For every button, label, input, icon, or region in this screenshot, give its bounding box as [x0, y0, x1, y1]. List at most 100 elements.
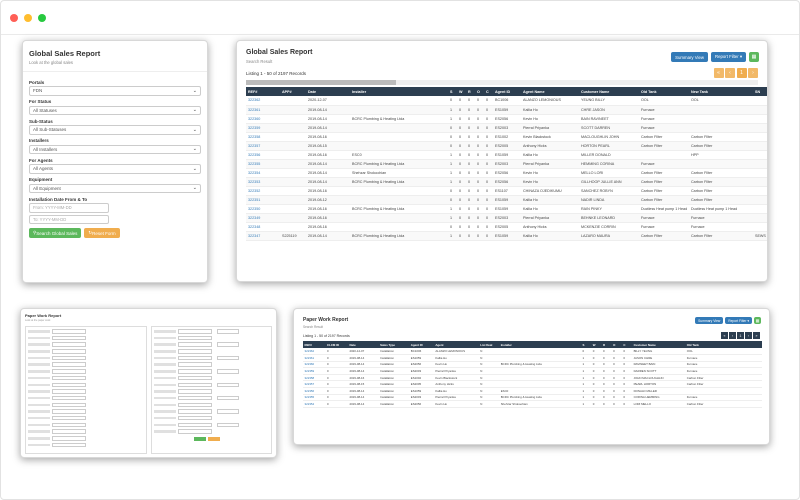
- ref-link[interactable]: 322360: [246, 114, 280, 124]
- page-button[interactable]: 1: [737, 332, 744, 339]
- maximize-window-icon[interactable]: [38, 13, 46, 22]
- form-field[interactable]: [216, 422, 239, 428]
- form-field[interactable]: [52, 369, 86, 374]
- page-button[interactable]: 1: [736, 68, 747, 78]
- table-row[interactable]: 322361 0 2019-08-14 Installation ES1059 Kalli…: [303, 354, 762, 362]
- close-window-icon[interactable]: [10, 13, 18, 22]
- form-field[interactable]: [52, 362, 86, 367]
- column-header[interactable]: Sales Type: [378, 341, 410, 348]
- column-header[interactable]: Installer: [499, 341, 581, 348]
- column-header[interactable]: Agent: [433, 341, 479, 348]
- page-button[interactable]: ‹: [729, 332, 736, 339]
- column-header[interactable]: O: [475, 87, 484, 96]
- column-header[interactable]: Agent ID: [409, 341, 434, 348]
- column-header[interactable]: SN: [753, 87, 767, 96]
- form-field[interactable]: [177, 395, 212, 401]
- form-field[interactable]: [52, 395, 86, 401]
- column-header[interactable]: List Deal: [478, 341, 500, 348]
- filter-select[interactable]: All Agents ⌄: [29, 164, 201, 174]
- form-field[interactable]: [216, 395, 239, 401]
- page-button[interactable]: ‹: [725, 68, 735, 78]
- form-field[interactable]: [216, 355, 239, 361]
- form-field[interactable]: [216, 329, 239, 334]
- ref-link[interactable]: 322348: [246, 222, 280, 232]
- table-row[interactable]: 322352 2019-08-16 0 0 0 0 0 ES1107 CHINAZA OJEDI…: [246, 186, 767, 196]
- minimize-window-icon[interactable]: [24, 13, 32, 22]
- form-field[interactable]: [177, 362, 212, 367]
- date-to-input[interactable]: To: YYYY-MM-DD: [29, 214, 109, 224]
- ref-link[interactable]: 322351: [246, 195, 280, 205]
- ref-link[interactable]: 322356: [303, 387, 326, 395]
- form-field[interactable]: [52, 329, 86, 334]
- paper-excel-icon[interactable]: ▦: [754, 317, 761, 324]
- page-button[interactable]: «: [721, 332, 728, 339]
- form-field[interactable]: [52, 335, 86, 341]
- report-filter-button[interactable]: Report Filter ▾: [711, 52, 746, 62]
- form-field[interactable]: [52, 442, 86, 448]
- column-header[interactable]: Customer Name: [632, 341, 686, 348]
- page-button[interactable]: «: [713, 68, 724, 78]
- column-header[interactable]: Customer Name: [579, 87, 639, 96]
- column-header[interactable]: C: [621, 341, 633, 348]
- column-header[interactable]: CLCM ID: [325, 341, 348, 348]
- column-header[interactable]: S: [448, 87, 457, 96]
- summary-view-button[interactable]: Summary View: [671, 52, 708, 62]
- form-field[interactable]: [52, 349, 86, 354]
- filter-select[interactable]: All Statuses ⌄: [29, 105, 201, 115]
- table-row[interactable]: 322360 2019-08-14 BCRC Plumbing & Heating …: [246, 114, 767, 124]
- form-field[interactable]: [52, 342, 86, 347]
- form-field[interactable]: [177, 375, 212, 381]
- ref-link[interactable]: 322362: [246, 96, 280, 106]
- ref-link[interactable]: 322358: [303, 374, 326, 382]
- ref-link[interactable]: 322352: [246, 186, 280, 196]
- table-row[interactable]: 322353 2019-08-14 BCRC Plumbing & Heating …: [246, 177, 767, 187]
- table-row[interactable]: 322354 2019-08-14 Shehzar Shokoohian 1 0 0 0 0 E…: [246, 168, 767, 178]
- form-field[interactable]: [177, 422, 212, 428]
- form-field[interactable]: [216, 369, 239, 374]
- ref-link[interactable]: 322359: [303, 367, 326, 375]
- column-header[interactable]: Date: [306, 87, 350, 96]
- form-field[interactable]: [52, 389, 86, 394]
- form-field[interactable]: [52, 415, 86, 421]
- table-row[interactable]: 322356 2019-08-16 ESC0 1 0 0 0 0 ES1059 Kallia Ho…: [246, 150, 767, 160]
- form-field[interactable]: [177, 389, 212, 394]
- page-button[interactable]: ›: [745, 332, 752, 339]
- column-header[interactable]: C: [484, 87, 493, 96]
- table-row[interactable]: 322354 0 2019-08-14 Installation ES2056 Kevin…: [303, 400, 762, 408]
- form-field[interactable]: [52, 429, 86, 434]
- table-row[interactable]: 322359 0 2019-08-14 Installation ES2003 Pierr…: [303, 367, 762, 375]
- table-row[interactable]: 322355 2019-08-14 BCRC Plumbing & Heating …: [246, 159, 767, 169]
- ref-link[interactable]: 322362: [303, 348, 326, 356]
- ref-link[interactable]: 322356: [246, 150, 280, 160]
- ref-link[interactable]: 322355: [246, 159, 280, 169]
- form-field[interactable]: [177, 415, 212, 421]
- ref-link[interactable]: 322355: [303, 394, 326, 402]
- form-field[interactable]: [177, 382, 212, 387]
- ref-link[interactable]: 322358: [246, 132, 280, 142]
- column-header[interactable]: Old Tank: [639, 87, 689, 96]
- ref-link[interactable]: 322359: [246, 123, 280, 133]
- ref-link[interactable]: 322353: [246, 177, 280, 187]
- form-field[interactable]: [52, 355, 86, 361]
- ref-link[interactable]: 322350: [246, 204, 280, 214]
- date-from-input[interactable]: From: YYYY-MM-DD: [29, 203, 109, 213]
- page-button[interactable]: ›: [748, 68, 758, 78]
- ref-link[interactable]: 322361: [246, 105, 280, 115]
- column-header[interactable]: S: [581, 341, 592, 348]
- column-header[interactable]: New Tank: [689, 87, 753, 96]
- form-field[interactable]: [177, 355, 212, 361]
- ref-link[interactable]: 322349: [246, 213, 280, 223]
- table-row[interactable]: 322360 0 2019-08-14 Installation ES2056 Kevin…: [303, 361, 762, 369]
- reset-button[interactable]: ↻ Reset Form: [84, 228, 120, 238]
- excel-icon[interactable]: ▦: [749, 52, 759, 62]
- table-row[interactable]: 322347 S225119 2019-08-14 BCRC Plumbing & H…: [246, 231, 767, 241]
- column-header[interactable]: REF#: [246, 87, 280, 96]
- table-row[interactable]: 322362 2020-12-07 0 0 0 0 0 BC1006 ALANZO LEMONI…: [246, 96, 767, 106]
- column-header[interactable]: R: [601, 341, 612, 348]
- table-row[interactable]: 322362 0 2020-12-07 Installation BC1006 ALANZ…: [303, 348, 762, 356]
- form-field[interactable]: [52, 375, 86, 381]
- form-field[interactable]: [52, 436, 86, 441]
- page-button[interactable]: »: [753, 332, 760, 339]
- scrollbar-thumb[interactable]: [246, 80, 396, 85]
- filter-select[interactable]: All Installers ⌄: [29, 144, 201, 154]
